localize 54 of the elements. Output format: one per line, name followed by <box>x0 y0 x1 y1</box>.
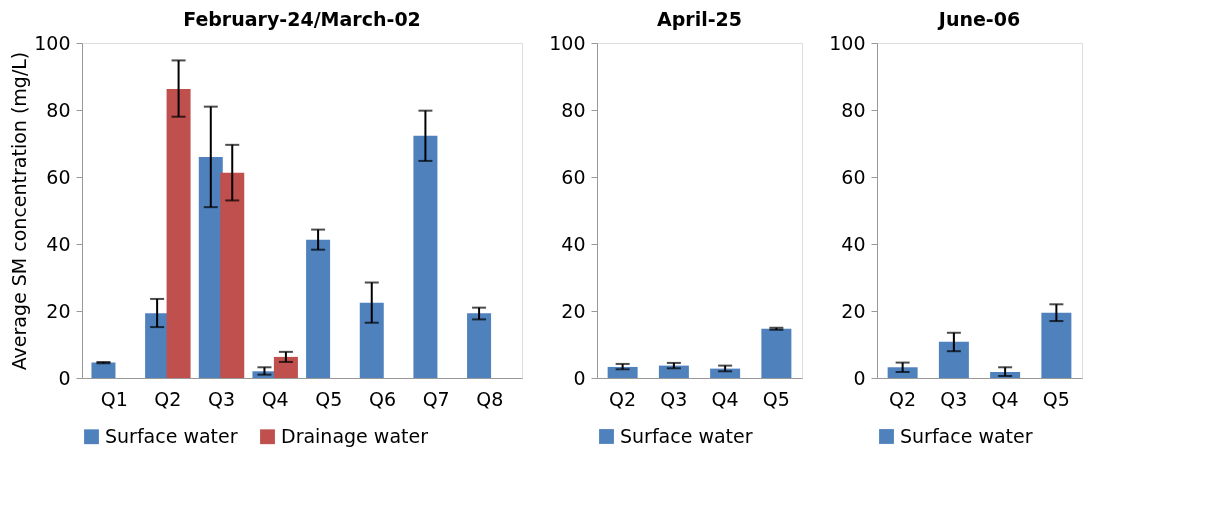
y-tick-label: 80 <box>561 98 586 121</box>
bar <box>273 356 298 378</box>
y-tick-label: 20 <box>561 299 586 322</box>
bar <box>467 313 492 378</box>
y-tick-label: 60 <box>46 165 71 188</box>
bar <box>166 88 191 378</box>
y-tick-label: 60 <box>561 165 586 188</box>
chart-title: April-25 <box>656 8 743 30</box>
legend-label: Surface water <box>105 424 238 447</box>
x-tick-label: Q6 <box>368 387 397 410</box>
y-tick-label: 40 <box>46 232 71 255</box>
legend-label: Surface water <box>900 424 1033 447</box>
bar <box>220 172 245 378</box>
y-axis-title: Average SM concentration (mg/L) <box>8 51 31 371</box>
chart-title: February-24/March-02 <box>183 8 421 30</box>
x-tick-label: Q4 <box>991 387 1019 410</box>
y-tick-label: 20 <box>46 299 71 322</box>
legend-label: Surface water <box>620 424 753 447</box>
bar <box>938 341 969 378</box>
y-tick-label: 40 <box>841 232 866 255</box>
chart-title: June-06 <box>936 8 1021 30</box>
bar <box>607 366 638 378</box>
x-tick-label: Q4 <box>711 387 739 410</box>
y-tick-label: 0 <box>853 366 866 389</box>
y-tick-label: 100 <box>829 31 866 54</box>
x-tick-label: Q7 <box>422 387 450 410</box>
y-tick-label: 20 <box>841 299 866 322</box>
bar <box>359 302 384 378</box>
y-tick-label: 80 <box>46 98 71 121</box>
x-tick-label: Q3 <box>940 387 968 410</box>
y-tick-label: 0 <box>573 366 586 389</box>
x-tick-label: Q4 <box>261 387 289 410</box>
y-tick-label: 0 <box>58 366 71 389</box>
x-tick-label: Q2 <box>889 387 917 410</box>
x-tick-label: Q3 <box>660 387 688 410</box>
x-tick-label: Q5 <box>762 387 790 410</box>
bar <box>761 328 792 378</box>
x-tick-label: Q3 <box>207 387 236 410</box>
x-tick-label: Q2 <box>609 387 637 410</box>
bar <box>91 362 116 378</box>
bar <box>413 135 438 378</box>
legend-label: Drainage water <box>281 424 429 447</box>
x-tick-label: Q2 <box>154 387 182 410</box>
y-tick-label: 60 <box>841 165 866 188</box>
x-tick-label: Q5 <box>315 387 343 410</box>
y-tick-label: 80 <box>841 98 866 121</box>
x-tick-label: Q8 <box>476 387 504 410</box>
x-tick-label: Q5 <box>1042 387 1070 410</box>
bar <box>1041 312 1072 378</box>
bar <box>306 239 331 378</box>
y-tick-label: 40 <box>561 232 586 255</box>
y-tick-label: 100 <box>34 31 71 54</box>
y-tick-label: 100 <box>549 31 586 54</box>
x-tick-label: Q1 <box>100 387 128 410</box>
